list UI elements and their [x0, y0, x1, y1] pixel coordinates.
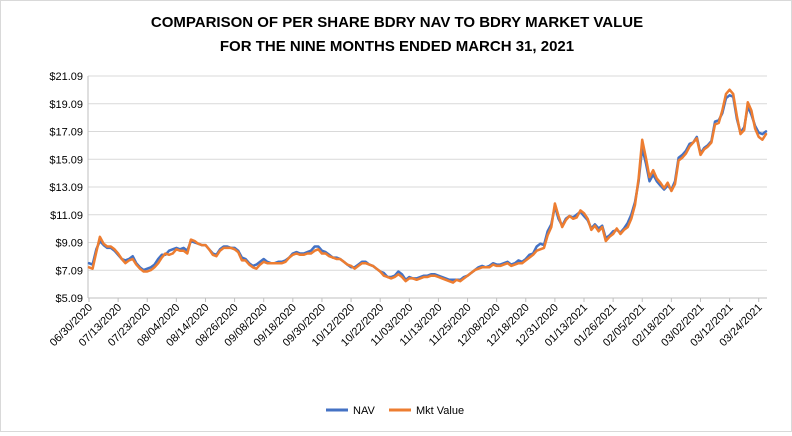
chart-title-line-2: FOR THE NINE MONTHS ENDED MARCH 31, 2021 [220, 38, 574, 55]
y-tick-label: $7.09 [55, 265, 83, 277]
legend-label-mkt-value: Mkt Value [416, 405, 464, 417]
gridlines [88, 75, 767, 299]
plot-series [87, 88, 768, 284]
y-axis: $5.09 $7.09 $9.09 $11.09 $13.09 $15.09 $17.09 $… [49, 71, 83, 305]
x-axis: 06/30/202007/13/202007/23/202008/04/2020… [48, 76, 767, 349]
legend-label-nav: NAV [353, 405, 375, 417]
series-line-mkt-value [87, 88, 768, 284]
y-tick-label: $17.09 [49, 127, 83, 139]
y-tick-label: $19.09 [49, 99, 83, 111]
y-tick-label: $11.09 [50, 210, 83, 222]
y-tick-label: $15.09 [49, 154, 83, 166]
chart-title-line-1: COMPARISON OF PER SHARE BDRY NAV TO BDRY… [151, 14, 643, 31]
y-tick-label: $21.09 [49, 71, 83, 83]
y-tick-label: $13.09 [49, 182, 83, 194]
y-tick-label: $9.09 [55, 238, 83, 250]
legend: NAV Mkt Value [326, 405, 464, 417]
y-tick-label: $5.09 [55, 293, 83, 305]
